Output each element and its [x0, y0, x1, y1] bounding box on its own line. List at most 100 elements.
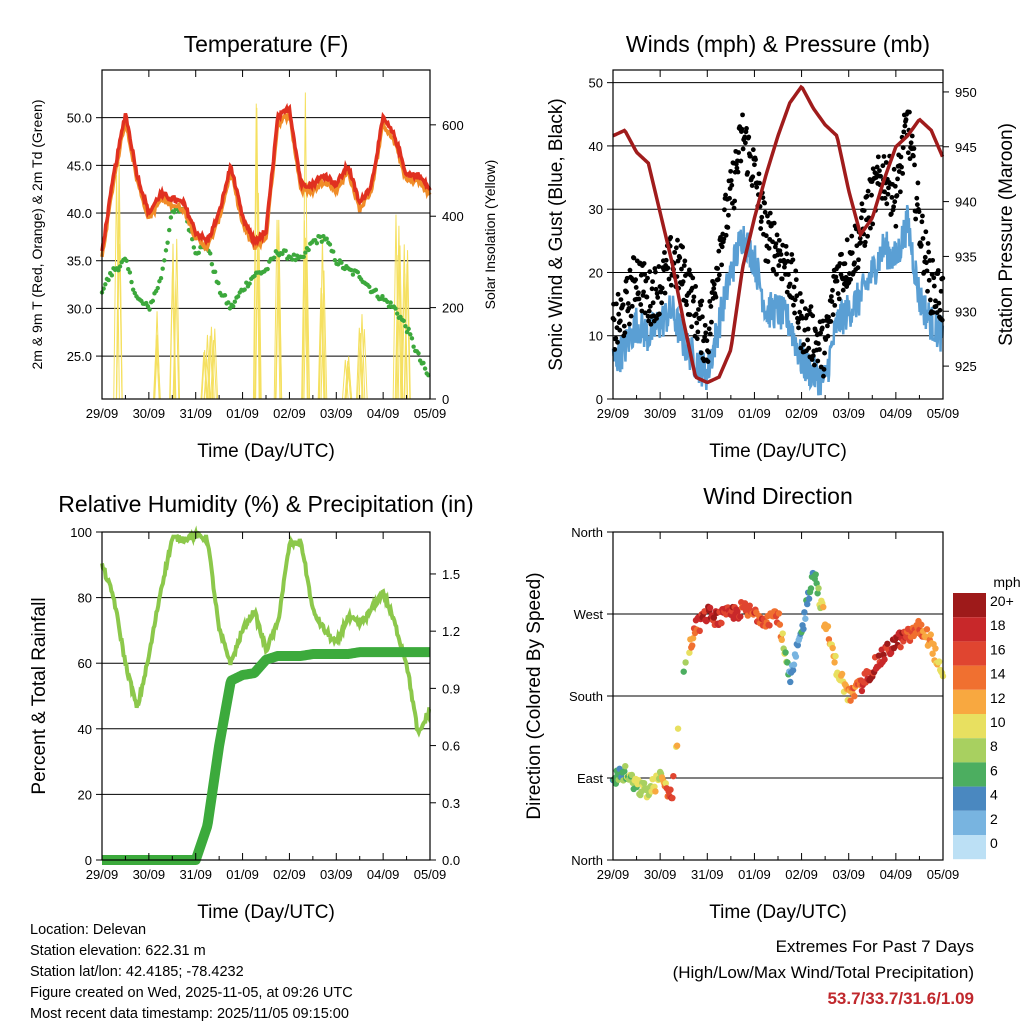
dewpoint-point — [222, 293, 228, 298]
plot-data — [99, 92, 432, 400]
direction-point — [670, 772, 677, 780]
gust-point — [706, 349, 712, 355]
colorbar-swatch — [953, 665, 986, 690]
gust-point — [874, 164, 880, 170]
direction-point — [929, 650, 936, 657]
recent-text: Most recent data timestamp: 2025/11/05 0… — [30, 1006, 349, 1022]
solar-spike — [319, 238, 326, 400]
gust-point — [641, 261, 647, 266]
gust-point — [882, 195, 888, 201]
gust-point — [650, 300, 656, 306]
chart-title: Temperature (F) — [184, 31, 349, 57]
gust-point — [699, 314, 705, 320]
solar-spike — [344, 360, 352, 400]
gust-point — [926, 249, 932, 255]
gust-point — [693, 311, 699, 317]
direction-point — [884, 640, 891, 647]
gust-point — [849, 250, 855, 256]
solar-spike — [400, 244, 408, 400]
x-tick-label: 29/09 — [86, 406, 119, 421]
y-tick-label: 50.0 — [67, 111, 92, 126]
gust-point — [705, 359, 711, 364]
gust-point — [715, 276, 721, 282]
gust-point — [742, 140, 748, 146]
y2-tick-label: 935 — [955, 249, 977, 264]
solar-spike — [255, 192, 262, 400]
x-tick-label: 04/09 — [880, 406, 913, 421]
x-tick-label: 30/09 — [133, 867, 166, 882]
gust-point — [726, 212, 731, 218]
dewpoint-point — [162, 258, 167, 263]
dewpoint-point — [106, 277, 111, 283]
dewpoint-point — [386, 304, 392, 309]
colorbar-swatch — [953, 738, 986, 763]
gust-point — [740, 146, 746, 152]
gust-point — [791, 302, 796, 308]
extremes-panel: Extremes For Past 7 Days (High/Low/Max W… — [673, 934, 974, 1012]
gust-point — [785, 272, 791, 277]
colorbar-label: 0 — [990, 835, 998, 851]
gust-point — [735, 158, 740, 164]
solar-spike — [275, 238, 283, 400]
dewpoint-point — [301, 254, 306, 259]
gust-point — [778, 252, 784, 257]
x-tick-label: 30/09 — [644, 867, 677, 882]
y2-tick-label: 925 — [955, 359, 977, 374]
gust-point — [796, 325, 801, 331]
gust-point — [615, 339, 620, 345]
gust-point — [920, 213, 925, 219]
gust-point — [628, 313, 634, 319]
direction-point — [790, 661, 798, 668]
dewpoint-point — [409, 336, 415, 341]
gust-point — [716, 272, 722, 278]
gust-point — [862, 239, 868, 245]
y-tick-label: 0 — [85, 853, 92, 868]
gust-point — [805, 326, 811, 332]
gust-point — [858, 215, 864, 221]
gust-point — [908, 140, 914, 146]
dewpoint-point — [350, 272, 356, 277]
gust-point — [782, 264, 787, 270]
gust-point — [907, 156, 913, 162]
gust-point — [621, 323, 627, 329]
gust-point — [750, 147, 756, 153]
gust-point — [627, 321, 632, 327]
solar-spike — [356, 327, 363, 400]
gust-point — [627, 267, 633, 273]
gust-point — [765, 259, 771, 264]
gust-point — [914, 202, 920, 208]
gust-point — [695, 329, 701, 335]
gust-point — [636, 296, 642, 302]
dewpoint-point — [388, 300, 393, 305]
chart-title: Relative Humidity (%) & Precipitation (i… — [58, 491, 473, 517]
gust-point — [652, 266, 658, 271]
direction-point — [680, 668, 687, 675]
direction-point — [669, 794, 676, 802]
gust-point — [894, 193, 900, 198]
colorbar-unit: mph — [993, 574, 1020, 590]
dewpoint-point — [319, 239, 324, 244]
gust-point — [722, 207, 727, 213]
gust-point — [771, 268, 777, 274]
gust-point — [740, 112, 745, 118]
dewpoint-point — [327, 242, 333, 247]
solar-spike — [252, 103, 260, 400]
gust-point — [819, 325, 825, 331]
plot-data — [610, 84, 946, 396]
gust-point — [616, 311, 622, 317]
gust-point — [767, 210, 773, 216]
left-axis: North West South East North — [569, 525, 613, 868]
colorbar-swatch — [953, 617, 986, 642]
gust-point — [810, 313, 816, 319]
y-tick-label: 40.0 — [67, 206, 92, 221]
direction-point — [746, 602, 753, 609]
y-tick-label: North — [571, 853, 603, 868]
x-tick-label: 03/09 — [832, 867, 865, 882]
gust-point — [625, 301, 631, 306]
gust-point — [752, 162, 757, 168]
gust-point — [907, 109, 912, 115]
gust-point — [909, 133, 915, 139]
gust-point — [920, 236, 926, 241]
direction-point — [794, 641, 801, 649]
latlon-text: Station lat/lon: 42.4185; -78.4232 — [30, 964, 244, 980]
